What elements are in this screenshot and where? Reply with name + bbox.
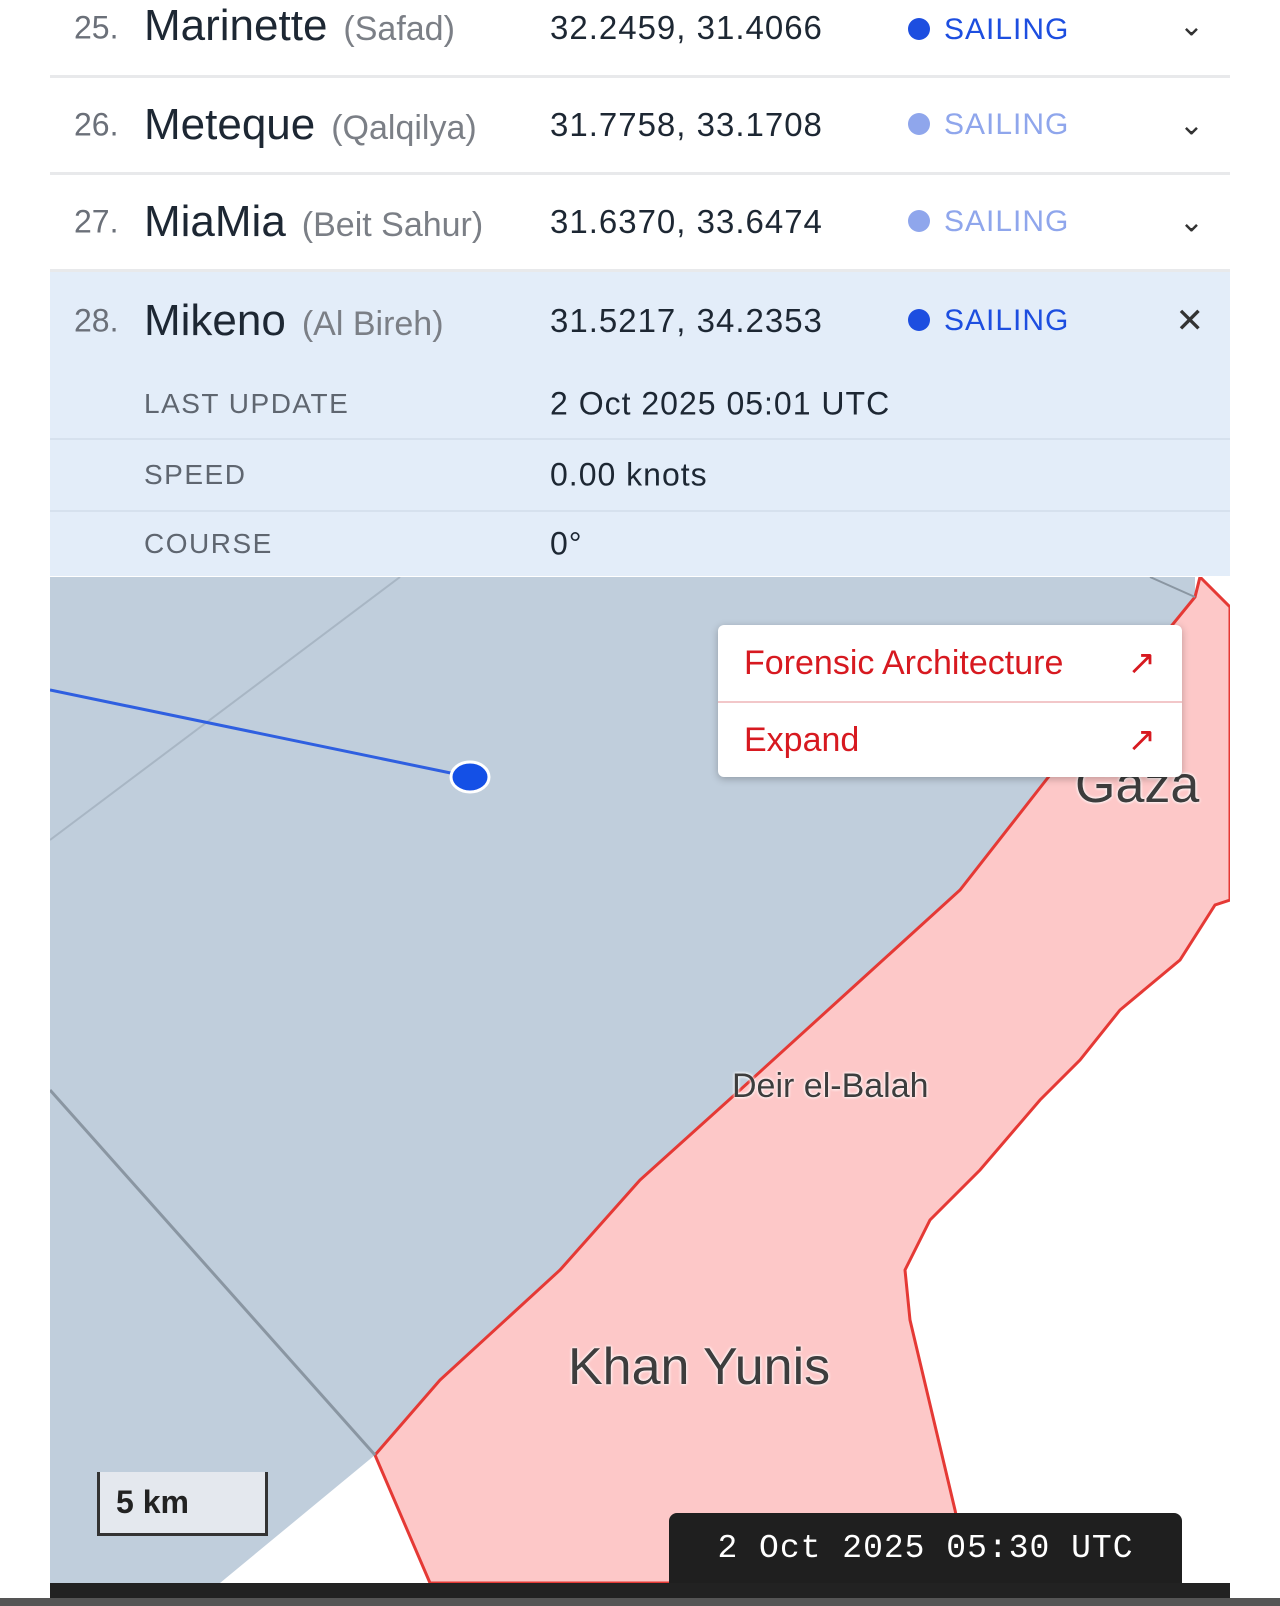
status-dot-icon [908,113,930,135]
vessel-name-text: Meteque [144,100,316,149]
vessel-coords: 31.5217, 34.2353 [550,302,823,339]
detail-last-update: LAST UPDATE 2 Oct 2025 05:01 UTC [50,370,1230,438]
maritime-boundary-line [1149,577,1196,598]
vessel-name: Meteque (Qalqilya) [144,100,477,150]
place-label-khan-yunis: Khan Yunis [568,1338,831,1396]
detail-label: SPEED [144,459,247,490]
status-text: SAILING [944,304,1070,337]
arrow-up-right-icon: ↗ [1127,644,1157,682]
detail-course: COURSE 0° [50,510,1230,576]
map-canvas[interactable] [50,577,1230,1583]
gaza-strip-area [373,577,1230,1583]
status-dot-icon [908,18,930,40]
vessel-track-line [50,688,471,779]
vessel-index: 26. [74,106,119,143]
status-badge: SAILING [908,13,1069,47]
sea-area [50,577,1195,1583]
detail-value: 0.00 knots [550,456,708,493]
vessel-index: 28. [74,302,119,339]
vessel-coords: 31.7758, 33.1708 [550,106,823,143]
detail-label: COURSE [144,528,273,559]
vessel-city: (Al Bireh) [301,305,444,343]
arrow-up-right-icon: ↗ [1127,721,1157,759]
link-label: Forensic Architecture [744,643,1064,682]
vessel-city: (Beit Sahur) [301,206,484,244]
map-timestamp: 2 Oct 2025 05:30 UTC [669,1513,1182,1583]
status-badge: SAILING [908,205,1069,239]
bottom-edge [0,1598,1280,1606]
detail-value: 2 Oct 2025 05:01 UTC [550,385,891,422]
status-text: SAILING [944,13,1070,46]
status-dot-icon [908,309,930,331]
status-text: SAILING [944,108,1070,141]
forensic-architecture-link[interactable]: Forensic Architecture ↗ [718,625,1182,701]
vessel-name: Marinette (Safad) [144,1,455,51]
place-label-deir-el-balah: Deir el-Balah [732,1067,929,1105]
vessel-city: (Safad) [343,10,455,48]
vessel-name-text: MiaMia [144,197,286,246]
detail-label: LAST UPDATE [144,388,350,419]
vessel-index: 27. [74,203,119,240]
vessel-name-text: Mikeno [144,296,286,345]
close-icon[interactable]: ✕ [1175,302,1205,340]
vessel-name: MiaMia (Beit Sahur) [144,197,483,247]
vessel-row[interactable]: 26. Meteque (Qalqilya) 31.7758, 33.1708 S… [50,78,1230,175]
vessel-coords: 32.2459, 31.4066 [550,9,823,46]
maritime-boundary-line [50,1089,377,1456]
expand-link[interactable]: Expand ↗ [718,701,1182,777]
status-badge: SAILING [908,304,1069,338]
map[interactable]: Gaza Deir el-Balah Khan Yunis Forensic A… [50,577,1230,1583]
vessel-name-text: Marinette [144,1,328,50]
link-label: Expand [744,720,860,759]
detail-value: 0° [550,525,583,562]
vessel-coords: 31.6370, 33.6474 [550,203,823,240]
vessel-list: 25. Marinette (Safad) 32.2459, 31.4066 SA… [50,0,1230,576]
maritime-boundary-line [50,577,401,841]
scale-bar: 5 km [97,1472,268,1536]
chevron-down-icon[interactable]: ⌄ [1178,9,1204,43]
detail-speed: SPEED 0.00 knots [50,438,1230,510]
status-badge: SAILING [908,108,1069,142]
vessel-row[interactable]: 27. MiaMia (Beit Sahur) 31.6370, 33.6474 … [50,175,1230,272]
vessel-row[interactable]: 25. Marinette (Safad) 32.2459, 31.4066 SA… [50,0,1230,78]
vessel-city: (Qalqilya) [331,109,477,147]
vessel-row-expanded[interactable]: 28. Mikeno (Al Bireh) 31.5217, 34.2353 SA… [50,272,1230,370]
chevron-down-icon[interactable]: ⌄ [1178,205,1204,239]
vessel-name: Mikeno (Al Bireh) [144,296,444,346]
chevron-down-icon[interactable]: ⌄ [1178,108,1204,142]
map-menu: Forensic Architecture ↗ Expand ↗ [718,625,1182,777]
status-dot-icon [908,210,930,232]
vessel-index: 25. [74,9,119,46]
status-text: SAILING [944,205,1070,238]
vessel-position-marker [449,760,491,794]
